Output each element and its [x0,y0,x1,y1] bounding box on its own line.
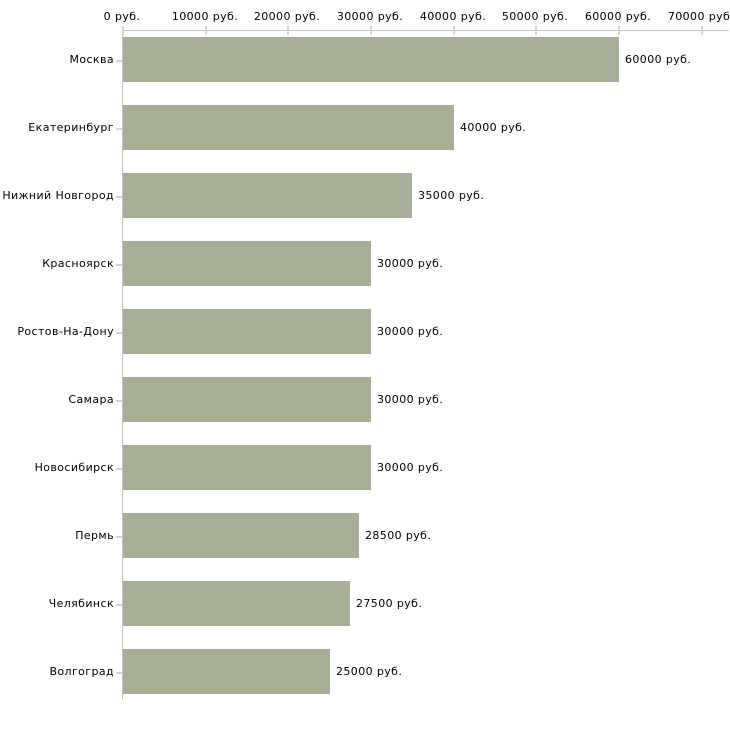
bar [123,241,371,286]
y-axis-tick [116,332,122,334]
bar [123,173,412,218]
category-label: Челябинск [48,597,114,610]
x-axis-tick [287,26,289,35]
x-tick-label: 10000 руб. [171,10,239,23]
y-axis-line [122,30,123,700]
value-label: 35000 руб. [418,189,485,202]
y-axis-tick [116,672,122,674]
value-label: 30000 руб. [377,257,444,270]
value-label: 28500 руб. [365,529,432,542]
x-axis-tick [453,26,455,35]
x-tick-label: 60000 руб. [584,10,652,23]
y-axis-tick [116,264,122,266]
category-label: Екатеринбург [28,121,114,134]
value-label: 30000 руб. [377,325,444,338]
bar [123,581,350,626]
category-label: Волгоград [49,665,114,678]
x-tick-label: 30000 руб. [336,10,404,23]
x-tick-label: 70000 руб. [667,10,730,23]
bar [123,513,359,558]
category-label: Пермь [75,529,114,542]
y-axis-tick [116,536,122,538]
bar [123,309,371,354]
x-axis-tick [701,26,703,35]
x-tick-label: 0 руб. [103,10,141,23]
category-label: Новосибирск [34,461,114,474]
value-label: 40000 руб. [460,121,527,134]
value-label: 30000 руб. [377,393,444,406]
bar [123,37,619,82]
x-axis-tick [618,26,620,35]
value-label: 60000 руб. [625,53,692,66]
y-axis-tick [116,468,122,470]
bar [123,649,330,694]
bar [123,377,371,422]
category-label: Самара [68,393,114,406]
value-label: 30000 руб. [377,461,444,474]
value-label: 27500 руб. [356,597,423,610]
y-axis-tick [116,128,122,130]
x-tick-label: 50000 руб. [501,10,569,23]
x-axis-tick [535,26,537,35]
x-axis-tick [122,26,124,35]
x-tick-label: 20000 руб. [253,10,321,23]
x-tick-label: 40000 руб. [419,10,487,23]
bar [123,105,454,150]
x-axis-line [122,30,729,31]
y-axis-tick [116,196,122,198]
category-label: Красноярск [42,257,114,270]
category-label: Москва [69,53,114,66]
x-axis-tick [205,26,207,35]
bar [123,445,371,490]
y-axis-tick [116,604,122,606]
x-axis-tick [370,26,372,35]
y-axis-tick [116,60,122,62]
category-label: Ростов-На-Дону [17,325,114,338]
y-axis-tick [116,400,122,402]
value-label: 25000 руб. [336,665,403,678]
category-label: Нижний Новгород [2,189,114,202]
